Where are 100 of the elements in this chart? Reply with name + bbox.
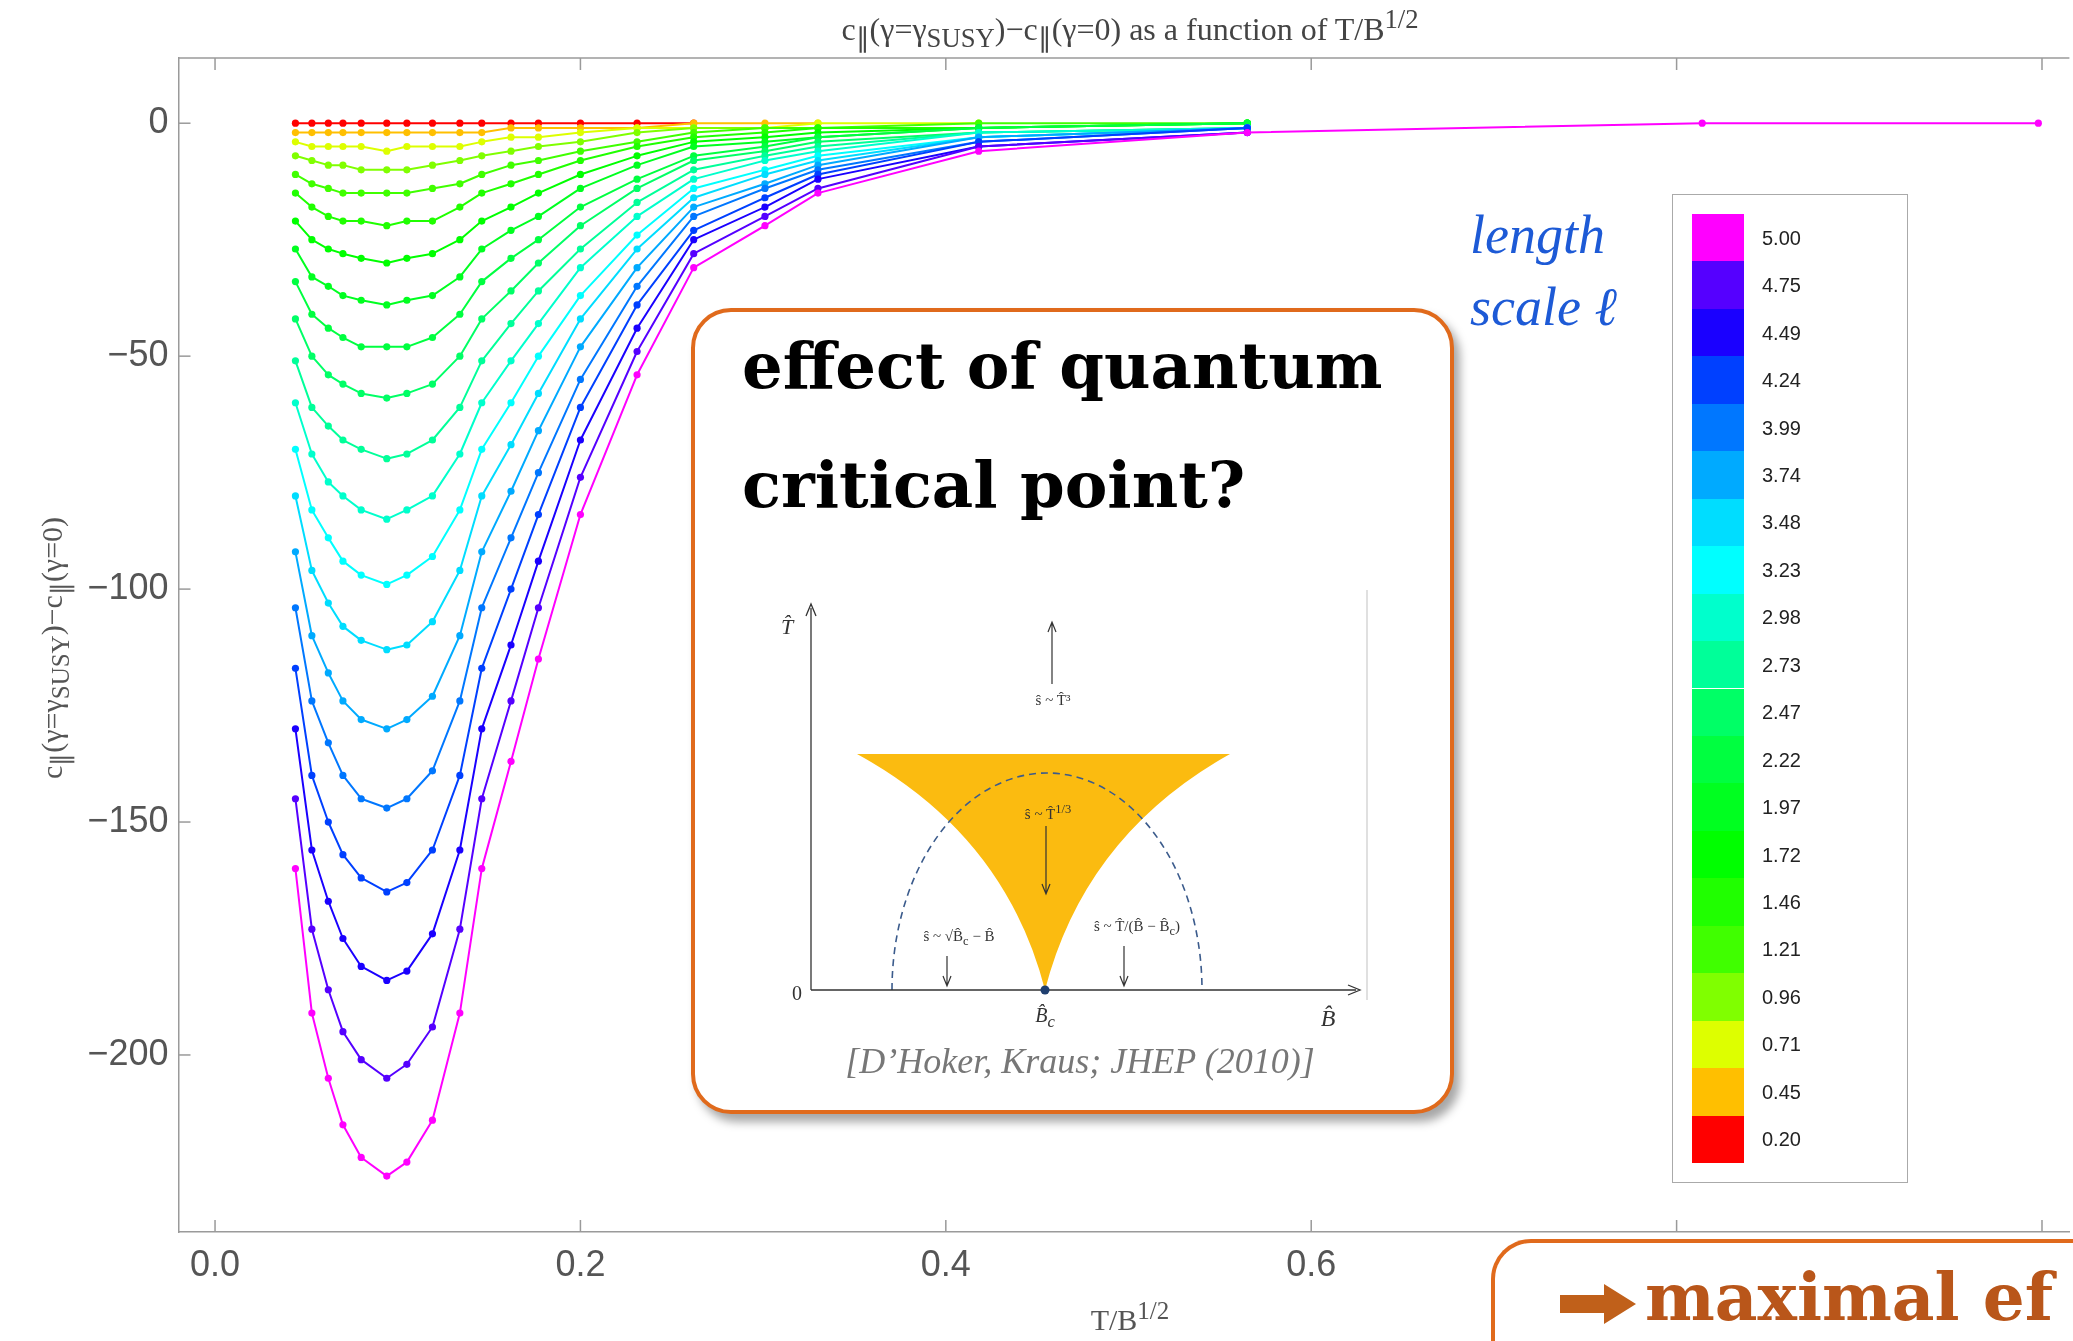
point	[308, 846, 316, 854]
legend-label: 2.22	[1762, 748, 1801, 772]
y-tick-label: −150	[87, 798, 169, 840]
point	[507, 319, 515, 328]
point	[576, 245, 585, 253]
point	[507, 357, 515, 365]
point	[456, 128, 464, 137]
point	[357, 189, 365, 197]
point	[478, 604, 486, 612]
point	[576, 403, 585, 412]
annotation: 0	[792, 981, 802, 1005]
point	[339, 622, 347, 630]
point	[324, 669, 332, 677]
point	[291, 357, 300, 365]
point	[324, 212, 332, 220]
point	[357, 1056, 365, 1064]
point	[428, 846, 437, 854]
point	[456, 119, 464, 127]
point	[507, 487, 515, 495]
x-tick-label: 0.2	[555, 1242, 606, 1284]
point	[403, 166, 411, 174]
point	[478, 217, 486, 225]
point	[761, 212, 769, 220]
point	[308, 273, 316, 281]
point	[324, 1074, 332, 1082]
point	[383, 1172, 391, 1180]
point	[383, 580, 391, 589]
point	[576, 184, 585, 193]
annotation: ŝ ~ T̂/(B̂ − B̂$_{c}$)	[1093, 917, 1181, 939]
point	[456, 203, 464, 211]
point	[339, 934, 347, 943]
point	[456, 403, 464, 412]
point	[633, 371, 641, 379]
annotation: ŝ ~ √B̂$_{c}$ − B̂	[923, 927, 995, 949]
point	[456, 450, 464, 458]
point	[308, 203, 316, 211]
point	[339, 161, 347, 169]
point	[534, 604, 543, 612]
point	[403, 1060, 411, 1068]
point	[534, 124, 543, 132]
point	[383, 1074, 391, 1082]
legend-label: 3.23	[1762, 558, 1801, 582]
point	[456, 236, 464, 244]
point	[507, 161, 515, 169]
point	[534, 319, 543, 328]
point	[403, 795, 411, 803]
point	[357, 445, 365, 453]
point	[2034, 119, 2042, 127]
legend-label: 1.21	[1762, 937, 1801, 961]
point	[690, 203, 698, 211]
legend-label: 3.99	[1762, 416, 1801, 440]
point	[633, 128, 641, 137]
point	[478, 664, 486, 672]
point	[291, 152, 300, 160]
point	[633, 324, 641, 332]
point	[456, 180, 464, 188]
point	[633, 184, 641, 193]
legend-label: 4.75	[1762, 273, 1801, 297]
point	[633, 152, 641, 160]
point	[507, 147, 515, 155]
point	[761, 170, 769, 179]
point	[534, 655, 543, 663]
point	[633, 264, 641, 272]
x-tick-label: 0.0	[190, 1242, 241, 1284]
legend-label: 4.24	[1762, 368, 1801, 392]
point	[534, 427, 543, 435]
point	[357, 254, 365, 262]
point	[507, 124, 515, 132]
point	[308, 128, 316, 137]
point	[690, 142, 698, 151]
point	[576, 147, 585, 155]
point	[633, 301, 641, 309]
point	[975, 147, 983, 155]
point	[403, 142, 411, 151]
point	[383, 189, 391, 197]
point	[534, 170, 543, 179]
point	[456, 925, 464, 933]
point	[428, 552, 437, 561]
point	[576, 510, 585, 519]
point	[576, 292, 585, 300]
point	[428, 767, 437, 775]
point	[1698, 119, 1706, 127]
point	[428, 1116, 437, 1124]
point	[761, 194, 769, 202]
point	[478, 548, 486, 556]
point	[478, 128, 486, 137]
point	[291, 725, 300, 733]
point	[456, 142, 464, 151]
legend-label: 3.48	[1762, 510, 1801, 534]
point	[383, 888, 391, 896]
point	[534, 259, 543, 267]
point	[324, 142, 332, 151]
point	[428, 333, 437, 342]
point	[507, 287, 515, 295]
point	[428, 1023, 437, 1031]
legend-label: 0.96	[1762, 985, 1801, 1009]
point	[291, 138, 300, 146]
point	[633, 212, 641, 220]
point	[291, 245, 300, 253]
point	[308, 236, 316, 244]
